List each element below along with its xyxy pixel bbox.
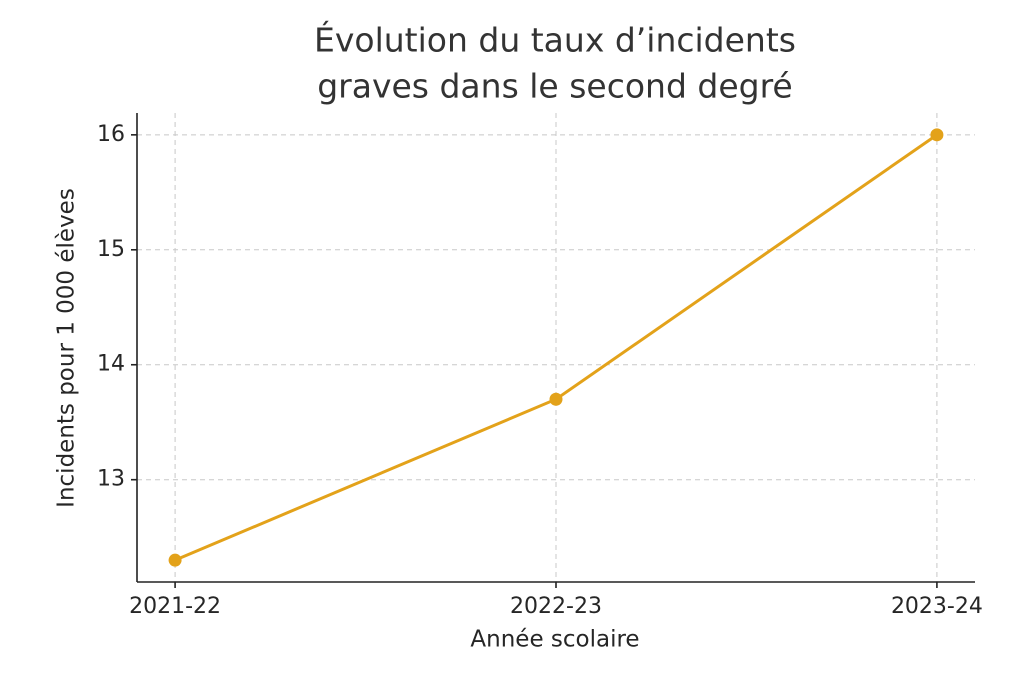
y-axis-label: Incidents pour 1 000 élèves (54, 188, 80, 508)
y-tick-label: 13 (97, 467, 125, 492)
y-tick-label: 15 (97, 237, 125, 262)
point (549, 392, 563, 406)
y-tick-label: 14 (97, 352, 125, 377)
x-axis-label: Année scolaire (470, 627, 639, 653)
x-tick-label: 2023-24 (891, 594, 983, 619)
point (168, 553, 182, 567)
x-tick-label: 2021-22 (129, 594, 221, 619)
chart-title: Évolution du taux d’incidents (314, 20, 796, 60)
y-tick-label: 16 (97, 122, 125, 147)
chart-title: graves dans le second degré (317, 67, 793, 106)
x-tick-label: 2022-23 (510, 594, 602, 619)
point (930, 128, 944, 142)
